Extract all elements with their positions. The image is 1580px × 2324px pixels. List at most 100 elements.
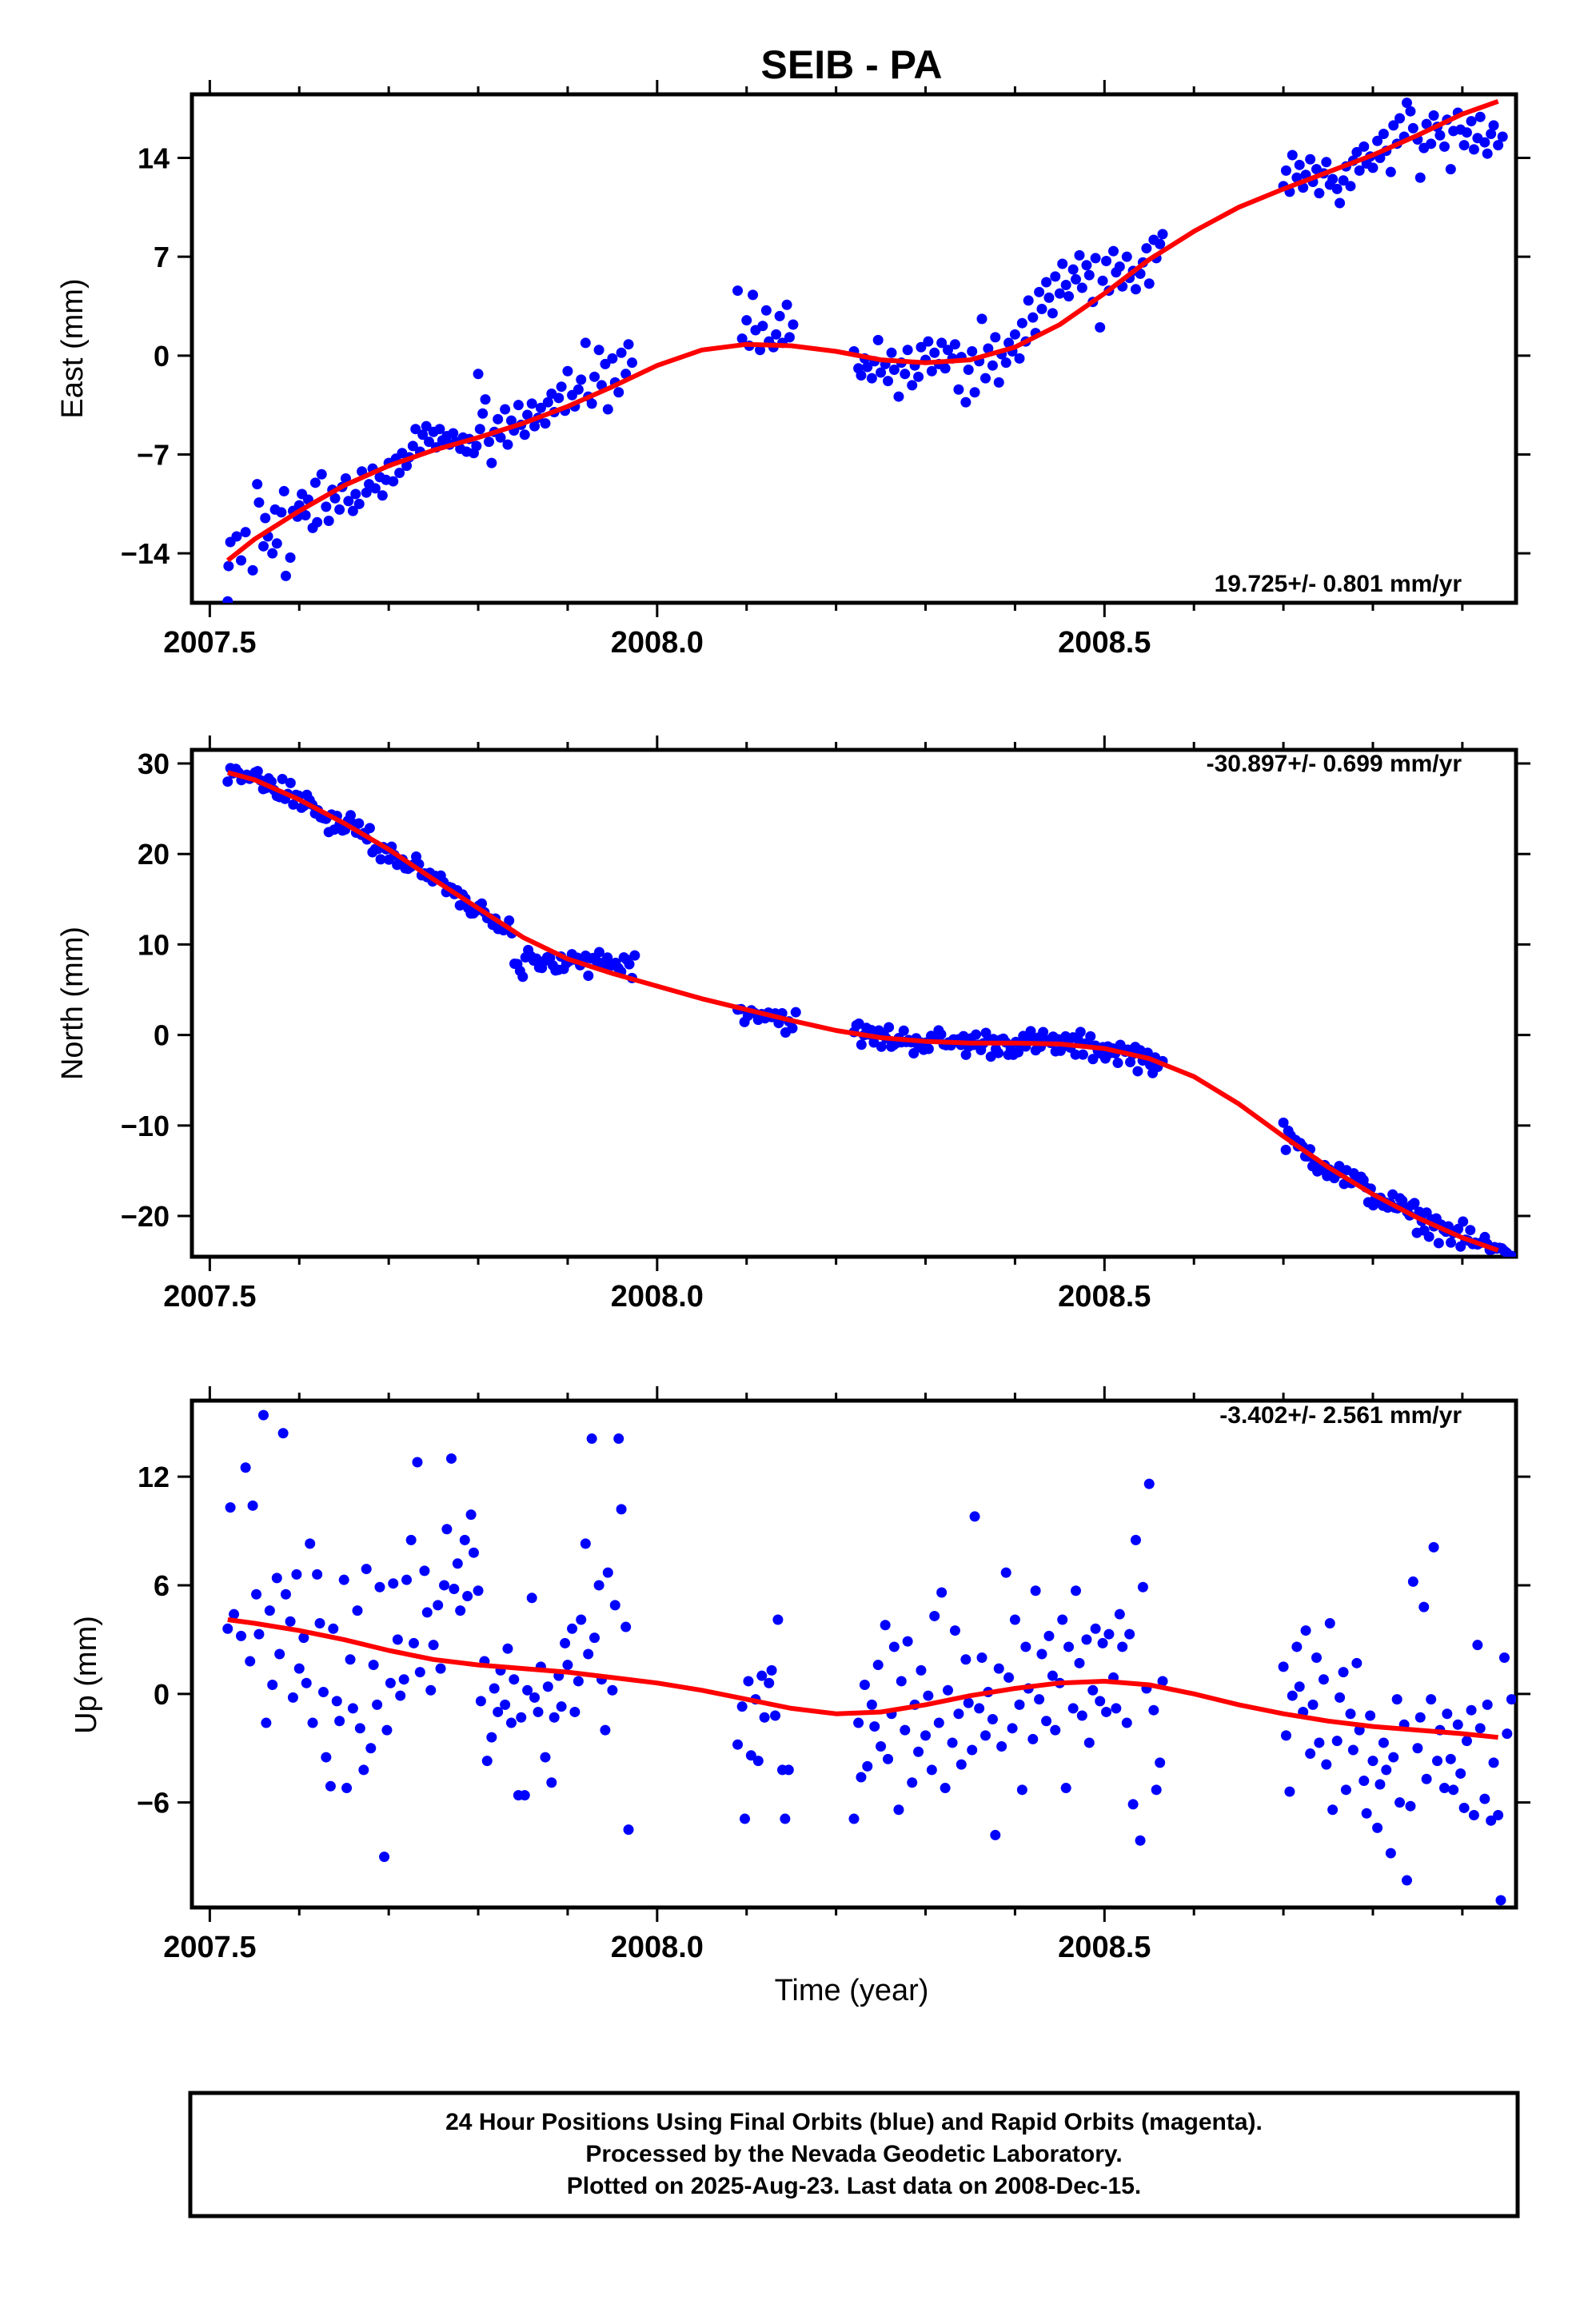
north-data-point [364, 823, 375, 834]
east-data-point [627, 357, 638, 369]
east-data-point [477, 408, 489, 419]
east-data-point [480, 394, 491, 405]
north-y-tick-label: −10 [121, 1110, 170, 1142]
up-data-point [540, 1752, 551, 1763]
east-data-point [271, 538, 282, 549]
up-data-point [752, 1756, 764, 1767]
east-data-point [1157, 229, 1168, 240]
up-data-point [388, 1578, 399, 1589]
east-data-point [960, 397, 972, 408]
east-data-point [493, 413, 504, 425]
east-data-point [260, 512, 271, 524]
east-data-point [736, 333, 748, 345]
east-data-point [741, 315, 752, 326]
up-data-point [1070, 1585, 1081, 1597]
up-data-point [589, 1632, 600, 1644]
east-data-point [278, 485, 289, 496]
up-data-point [455, 1605, 466, 1616]
up-data-point [401, 1574, 413, 1585]
up-data-point [907, 1777, 918, 1788]
east-data-point [417, 429, 429, 440]
east-rate-label: 19.725+/- 0.801 mm/yr [1215, 571, 1462, 597]
up-data-point [853, 1717, 864, 1728]
up-data-point [1458, 1802, 1470, 1813]
up-data-point [486, 1732, 497, 1743]
east-data-point [936, 337, 948, 349]
up-data-point [1378, 1737, 1389, 1748]
east-data-point [473, 369, 484, 380]
up-data-point [1143, 1478, 1155, 1489]
up-data-point [1137, 1581, 1148, 1593]
east-data-point [1331, 183, 1343, 194]
up-data-point [1014, 1699, 1025, 1710]
up-data-point [229, 1608, 240, 1620]
up-data-point [1347, 1744, 1359, 1756]
up-data-point [896, 1676, 907, 1687]
up-data-point [368, 1660, 379, 1671]
up-data-point [258, 1409, 269, 1421]
up-data-point [974, 1703, 985, 1714]
east-data-point [562, 365, 573, 377]
east-data-point [1405, 106, 1416, 117]
east-data-point [902, 345, 913, 356]
east-data-point [949, 339, 960, 350]
north-data-point [1278, 1117, 1289, 1128]
east-data-point [900, 369, 911, 380]
up-y-tick-label: 12 [138, 1461, 170, 1493]
up-data-point [990, 1829, 1001, 1840]
north-data-point [1085, 1030, 1096, 1042]
north-data-point [1087, 1054, 1099, 1065]
east-data-point [1321, 157, 1332, 168]
north-data-point [1132, 1066, 1143, 1077]
up-data-point [1498, 1652, 1510, 1664]
up-data-point [1421, 1773, 1432, 1784]
east-data-point [1445, 164, 1456, 175]
east-data-point [1385, 166, 1396, 177]
up-data-point [1448, 1784, 1459, 1796]
east-data-point [1054, 288, 1065, 299]
east-data-point [1327, 173, 1339, 185]
up-data-point [967, 1744, 978, 1756]
up-data-point [408, 1637, 419, 1648]
east-data-point [623, 339, 634, 350]
up-data-point [880, 1620, 891, 1631]
up-data-point [947, 1737, 958, 1748]
up-data-point [287, 1692, 298, 1703]
up-data-point [533, 1706, 544, 1717]
up-data-point [1041, 1716, 1052, 1727]
up-data-point [1506, 1694, 1516, 1705]
north-data-point [252, 766, 263, 777]
up-data-point [338, 1574, 349, 1585]
up-data-point [1076, 1710, 1087, 1721]
up-data-point [1331, 1736, 1343, 1747]
east-data-layer [222, 98, 1508, 603]
east-data-point [1291, 172, 1303, 183]
time-axis-label: Time (year) [775, 1974, 929, 2007]
north-data-point [884, 1022, 895, 1033]
up-data-point [1495, 1895, 1506, 1906]
up-data-point [473, 1585, 484, 1597]
east-data-point [1027, 312, 1039, 323]
up-data-point [372, 1699, 383, 1710]
east-data-point [231, 531, 242, 542]
up-data-point [493, 1706, 504, 1717]
north-data-point [517, 971, 529, 983]
footer-line-2: Processed by the Nevada Geodetic Laborat… [585, 2141, 1122, 2167]
up-data-point [1445, 1753, 1456, 1764]
up-data-point [766, 1664, 777, 1676]
up-data-point [1318, 1674, 1329, 1685]
east-data-point [1394, 113, 1406, 124]
up-panel: Up (mm) Time (year) 2007.5 2008.0 2008.5 −6… [70, 1386, 1530, 2007]
east-y-tick-label: 0 [154, 340, 170, 373]
east-data-point [613, 387, 624, 398]
up-data-point [465, 1509, 477, 1521]
up-data-point [1461, 1736, 1472, 1747]
up-data-point [1479, 1793, 1490, 1804]
up-data-point [1432, 1756, 1443, 1767]
up-data-point [580, 1538, 591, 1549]
east-data-point [236, 555, 247, 566]
east-data-point [1000, 357, 1011, 369]
up-data-point [385, 1677, 396, 1688]
east-data-point [1130, 284, 1141, 295]
north-y-tick-label: −20 [121, 1200, 170, 1233]
